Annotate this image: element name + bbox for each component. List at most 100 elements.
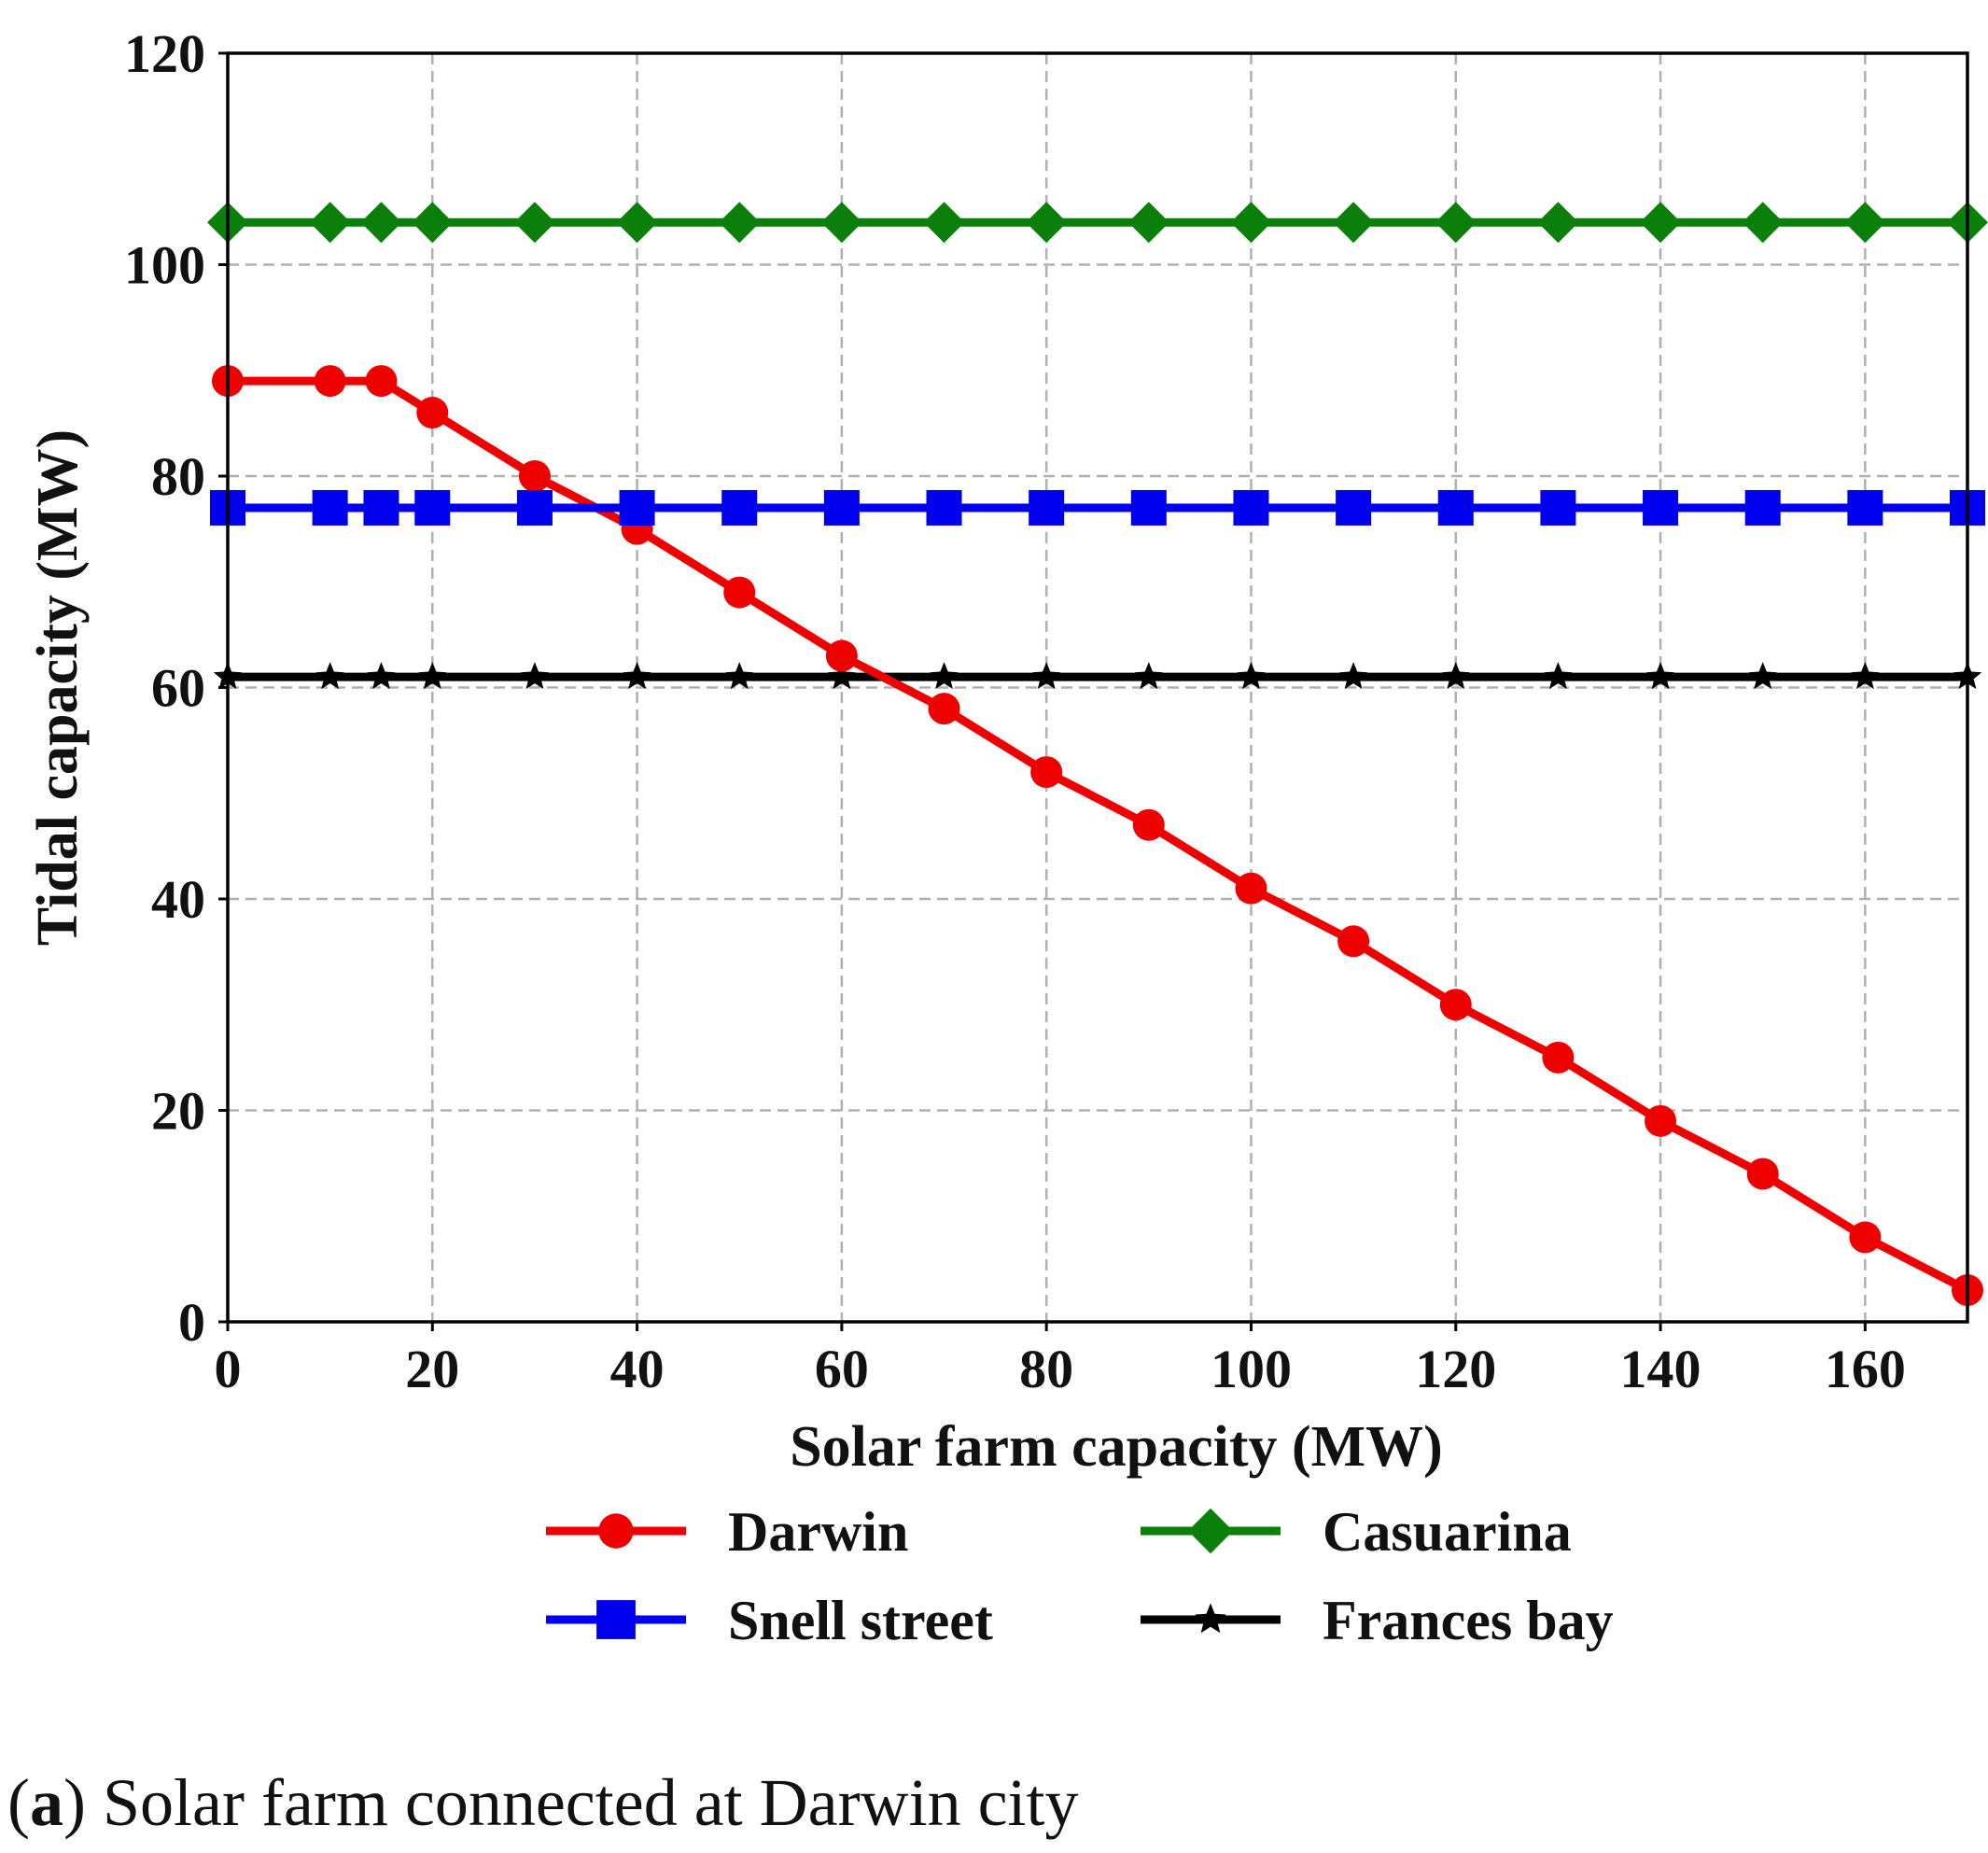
legend-item-frances-bay: Frances bay xyxy=(1141,1590,1614,1651)
data-point-casuarina-130 xyxy=(1537,202,1579,244)
data-point-darwin-60 xyxy=(825,639,858,672)
data-point-snell-street-30 xyxy=(516,489,553,526)
series-layer xyxy=(207,202,1988,1307)
data-point-casuarina-10 xyxy=(309,202,351,244)
data-point-darwin-30 xyxy=(518,460,551,492)
legend-marker-darwin xyxy=(598,1513,634,1549)
data-point-darwin-15 xyxy=(365,365,398,398)
data-point-frances-bay-100 xyxy=(1237,662,1266,690)
data-point-frances-bay-40 xyxy=(623,662,651,690)
line-chart: 0 20 40 60 80 100 120 140 160 0 20 40 60 80 100 120 Sol… xyxy=(26,23,1988,1651)
data-point-frances-bay-140 xyxy=(1645,662,1675,690)
data-point-snell-street-40 xyxy=(619,489,655,526)
data-point-frances-bay-110 xyxy=(1338,662,1368,690)
data-point-frances-bay-90 xyxy=(1134,662,1164,690)
data-point-frances-bay-15 xyxy=(367,662,396,690)
series-darwin xyxy=(212,365,1983,1307)
x-tick-label-80: 80 xyxy=(1019,1339,1073,1399)
data-point-frances-bay-80 xyxy=(1031,662,1061,690)
data-point-casuarina-100 xyxy=(1230,202,1272,244)
data-point-frances-bay-10 xyxy=(315,662,344,690)
data-point-darwin-70 xyxy=(928,693,960,725)
data-point-darwin-50 xyxy=(723,576,756,609)
data-point-darwin-130 xyxy=(1542,1041,1575,1074)
data-point-casuarina-70 xyxy=(923,202,965,244)
figure-caption: (a) Solar farm connected at Darwin city xyxy=(7,1765,1079,1840)
data-point-casuarina-60 xyxy=(820,202,862,244)
data-point-snell-street-150 xyxy=(1744,489,1781,526)
data-point-snell-street-50 xyxy=(721,489,758,526)
data-point-darwin-90 xyxy=(1132,808,1165,841)
data-point-darwin-10 xyxy=(314,365,346,398)
y-axis-label: Tidal capacity (MW) xyxy=(26,429,90,946)
data-point-darwin-120 xyxy=(1439,989,1472,1021)
data-point-snell-street-10 xyxy=(312,489,348,526)
data-point-casuarina-40 xyxy=(616,202,658,244)
data-point-snell-street-20 xyxy=(414,489,451,526)
x-tick-label-60: 60 xyxy=(815,1339,869,1399)
data-point-snell-street-90 xyxy=(1130,489,1167,526)
data-point-snell-street-15 xyxy=(363,489,399,526)
data-point-darwin-80 xyxy=(1030,756,1063,789)
y-tick-label-0: 0 xyxy=(178,1292,205,1353)
data-point-casuarina-15 xyxy=(360,202,402,244)
series-line-darwin xyxy=(228,376,1970,1295)
y-tick-label-20: 20 xyxy=(151,1081,205,1142)
data-point-darwin-20 xyxy=(416,397,449,429)
data-point-frances-bay-30 xyxy=(520,662,550,690)
x-tick-label-140: 140 xyxy=(1620,1339,1701,1399)
data-point-darwin-160 xyxy=(1849,1221,1882,1254)
data-point-darwin-150 xyxy=(1746,1158,1779,1190)
data-point-frances-bay-160 xyxy=(1851,662,1880,690)
legend-label-frances-bay: Frances bay xyxy=(1323,1590,1614,1651)
x-tick-label-160: 160 xyxy=(1825,1339,1906,1399)
y-tick-label-100: 100 xyxy=(124,235,205,296)
series-snell-street xyxy=(210,489,1985,526)
data-point-snell-street-120 xyxy=(1437,489,1474,526)
x-tick-label-20: 20 xyxy=(405,1339,459,1399)
data-point-snell-street-110 xyxy=(1336,489,1372,526)
data-point-snell-street-100 xyxy=(1233,489,1269,526)
y-tick-label-40: 40 xyxy=(151,869,205,930)
series-frances-bay xyxy=(213,662,1982,690)
legend-label-casuarina: Casuarina xyxy=(1323,1501,1572,1563)
data-point-casuarina-120 xyxy=(1435,202,1477,244)
legend-label-snell-street: Snell street xyxy=(728,1590,993,1651)
data-point-casuarina-20 xyxy=(412,202,454,244)
data-point-frances-bay-150 xyxy=(1748,662,1777,690)
data-point-frances-bay-120 xyxy=(1441,662,1470,690)
data-point-casuarina-80 xyxy=(1026,202,1068,244)
legend-item-casuarina: Casuarina xyxy=(1141,1501,1572,1563)
data-point-frances-bay-130 xyxy=(1544,662,1573,690)
x-tick-label-100: 100 xyxy=(1211,1339,1292,1399)
legend-item-snell-street: Snell street xyxy=(546,1590,993,1651)
data-point-snell-street-140 xyxy=(1643,489,1679,526)
data-point-frances-bay-70 xyxy=(930,662,959,690)
data-point-darwin-140 xyxy=(1645,1104,1677,1137)
data-point-frances-bay-60 xyxy=(827,662,857,690)
legend-item-darwin: Darwin xyxy=(546,1501,908,1563)
data-point-frances-bay-50 xyxy=(725,662,754,690)
y-tick-label-80: 80 xyxy=(151,446,205,507)
series-casuarina xyxy=(207,202,1988,244)
data-point-casuarina-110 xyxy=(1333,202,1375,244)
y-tick-label-60: 60 xyxy=(151,658,205,719)
data-point-snell-street-130 xyxy=(1540,489,1576,526)
data-point-casuarina-160 xyxy=(1844,202,1886,244)
data-point-snell-street-80 xyxy=(1029,489,1065,526)
data-point-casuarina-150 xyxy=(1742,202,1784,244)
legend-marker-casuarina xyxy=(1187,1508,1234,1554)
legend: Darwin Casuarina Snell street Frances bay xyxy=(546,1501,1614,1651)
caption-text: Solar farm connected at Darwin city xyxy=(102,1765,1079,1840)
data-point-casuarina-90 xyxy=(1127,202,1169,244)
grid-lines xyxy=(226,51,1967,1324)
y-tick-label-120: 120 xyxy=(124,23,205,84)
legend-marker-frances-bay xyxy=(1195,1603,1226,1634)
data-point-casuarina-30 xyxy=(513,202,555,244)
legend-label-darwin: Darwin xyxy=(728,1501,908,1563)
data-point-snell-street-70 xyxy=(926,489,962,526)
data-point-snell-street-60 xyxy=(823,489,860,526)
x-tick-label-0: 0 xyxy=(215,1339,242,1399)
x-axis-label: Solar farm capacity (MW) xyxy=(790,1415,1443,1479)
data-point-casuarina-140 xyxy=(1640,202,1682,244)
